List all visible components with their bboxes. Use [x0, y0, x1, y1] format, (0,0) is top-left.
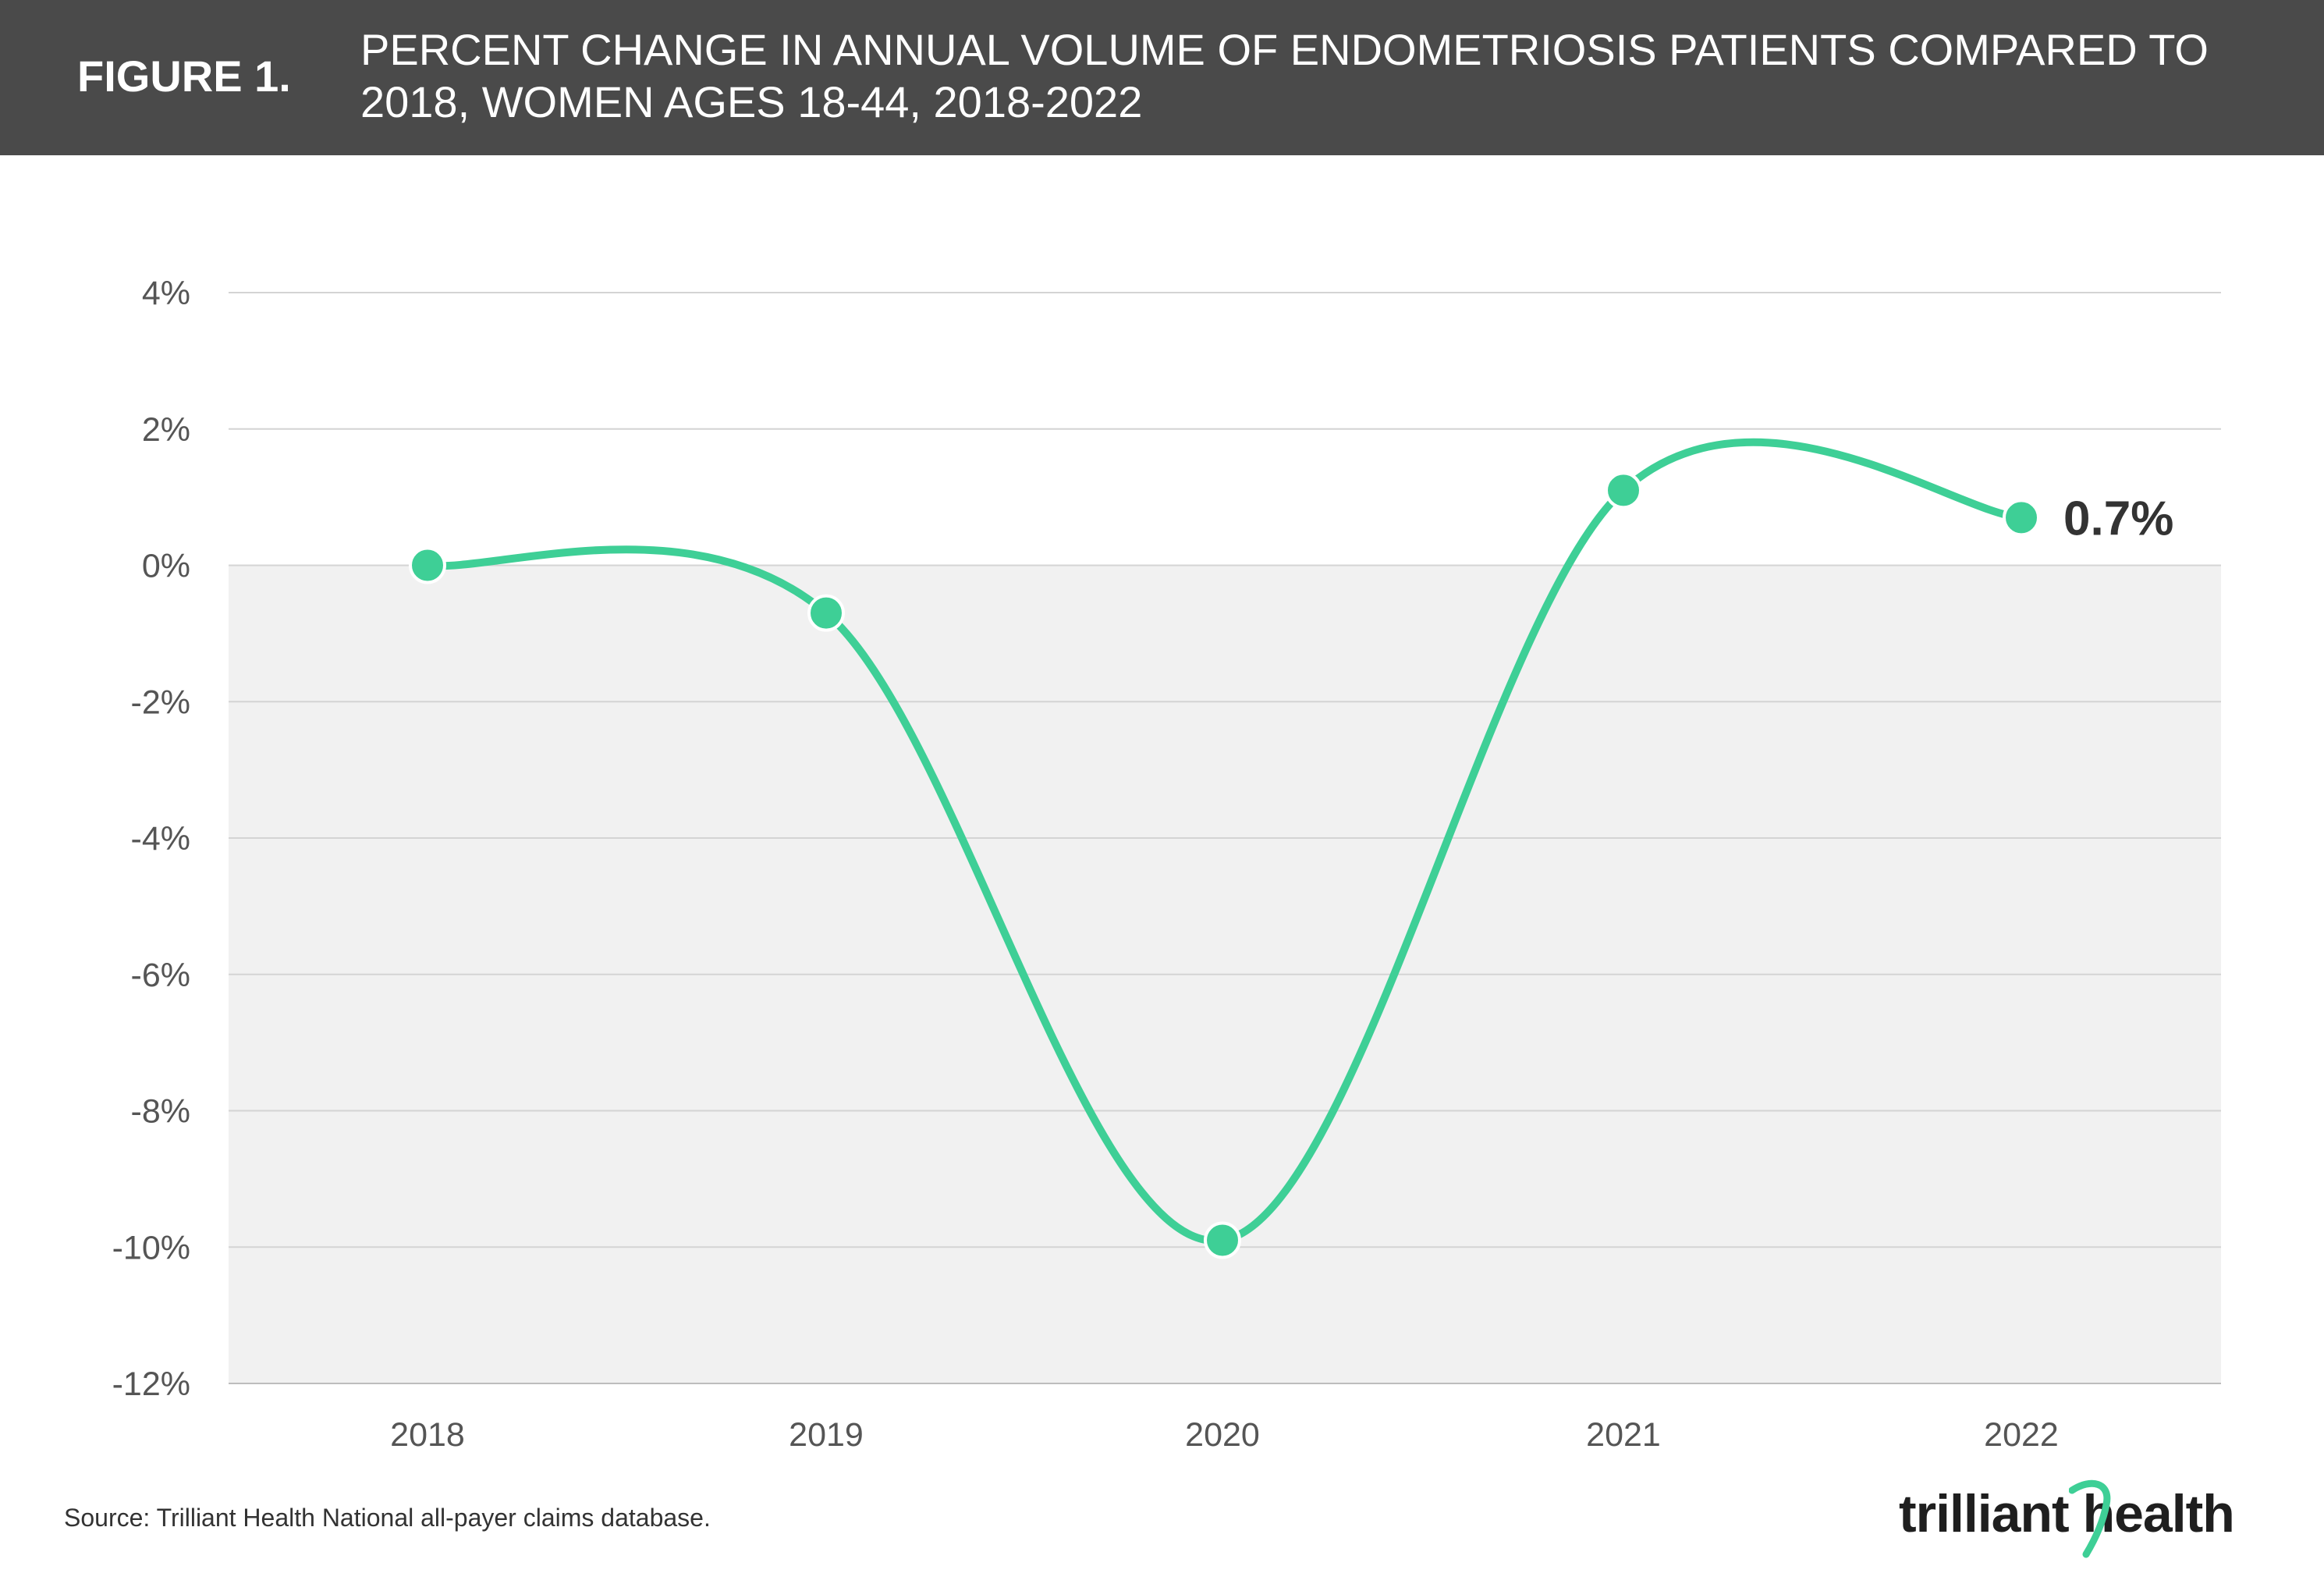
- y-tick-label: 0%: [142, 548, 190, 585]
- source-note: Source: Trilliant Health National all-pa…: [64, 1504, 711, 1532]
- data-point: [807, 594, 845, 632]
- chart-header: FIGURE 1. PERCENT CHANGE IN ANNUAL VOLUM…: [0, 0, 2324, 155]
- figure-label: FIGURE 1.: [77, 51, 291, 101]
- y-tick-label: -10%: [112, 1229, 190, 1266]
- logo-swoosh-icon: [2069, 1479, 2111, 1558]
- data-point: [1204, 1221, 1241, 1259]
- data-point: [1605, 471, 1642, 510]
- line-chart: 4% 2% 0% -2% -4% -6% -8% -10% -12% 2018 2019 2020 2…: [112, 275, 2221, 1454]
- y-tick-label: 2%: [142, 411, 190, 449]
- data-label: 0.7%: [2063, 492, 2173, 545]
- trilliant-health-logo: trilliant health: [1899, 1484, 2235, 1543]
- x-tick-label: 2020: [1185, 1416, 1260, 1454]
- x-tick-label: 2018: [390, 1416, 465, 1454]
- x-tick-label: 2022: [1984, 1416, 2059, 1454]
- y-tick-label: 4%: [142, 275, 190, 312]
- chart-title: PERCENT CHANGE IN ANNUAL VOLUME OF ENDOM…: [360, 25, 2209, 126]
- data-point: [2003, 499, 2040, 537]
- x-tick-label: 2019: [789, 1416, 864, 1454]
- y-tick-label: -4%: [131, 820, 190, 858]
- data-point: [409, 546, 446, 584]
- x-tick-label: 2021: [1586, 1416, 1661, 1454]
- y-tick-label: -2%: [131, 684, 190, 721]
- y-tick-label: -8%: [131, 1093, 190, 1131]
- y-tick-label: -6%: [131, 957, 190, 994]
- y-tick-label: -12%: [112, 1365, 190, 1403]
